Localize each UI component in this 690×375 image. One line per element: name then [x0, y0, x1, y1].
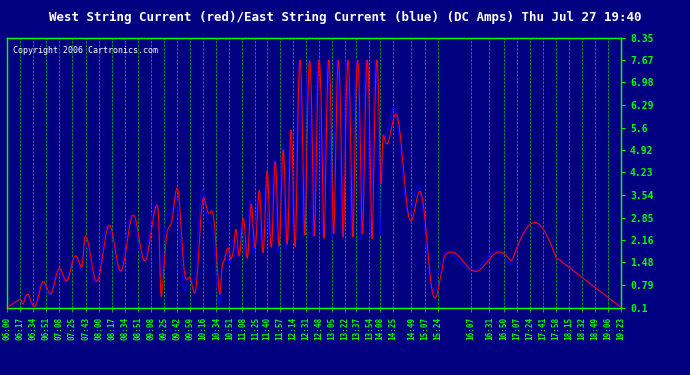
Text: West String Current (red)/East String Current (blue) (DC Amps) Thu Jul 27 19:40: West String Current (red)/East String Cu…	[49, 11, 641, 24]
Text: Copyright 2006 Cartronics.com: Copyright 2006 Cartronics.com	[13, 46, 158, 55]
